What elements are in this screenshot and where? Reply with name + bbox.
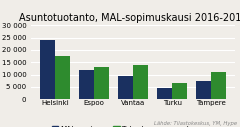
Bar [41, 40, 55, 99]
Bar [79, 70, 94, 99]
Bar [172, 83, 187, 99]
Bar [133, 65, 148, 99]
Title: Asuntotuotanto, MAL-sopimuskausi 2016-2019: Asuntotuotanto, MAL-sopimuskausi 2016-20… [19, 13, 240, 23]
Legend: MAL-sopimus, Toteutuma, ennuste: MAL-sopimus, Toteutuma, ennuste [49, 123, 197, 127]
Bar [211, 72, 226, 99]
Bar [157, 88, 172, 99]
Bar [196, 81, 211, 99]
Text: Lähde: Tilastokeskus, YM, Hype: Lähde: Tilastokeskus, YM, Hype [155, 121, 238, 126]
Bar [55, 56, 70, 99]
Bar [94, 67, 109, 99]
Bar [118, 76, 133, 99]
